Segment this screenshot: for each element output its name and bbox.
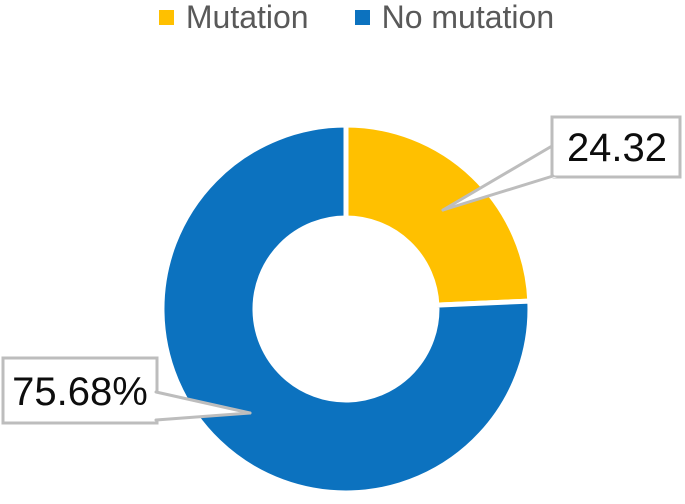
callout-no-mutation: 75.68% — [1, 356, 252, 425]
chart-legend: Mutation No mutation — [14, 0, 685, 36]
callout-box-mutation — [550, 115, 682, 179]
callout-leader-line — [154, 411, 252, 422]
legend-item-mutation: Mutation — [158, 0, 309, 35]
legend-swatch-mutation-icon — [158, 9, 174, 25]
callout-box-no-mutation — [1, 356, 159, 425]
legend-item-no-mutation: No mutation — [354, 0, 555, 35]
callout-leader-line — [154, 390, 252, 415]
legend-label-no-mutation: No mutation — [381, 0, 555, 35]
donut-slices — [159, 122, 533, 496]
legend-label-mutation: Mutation — [185, 0, 309, 35]
data-label-mutation: 24.32 — [567, 126, 667, 170]
callout-leader-line — [441, 144, 554, 212]
callout-leader-line — [441, 174, 555, 212]
donut-slice-no-mutation — [159, 122, 533, 496]
callout-mutation: 24.32 — [441, 115, 682, 212]
legend-swatch-no-mutation-icon — [354, 9, 370, 25]
data-label-no-mutation: 75.68% — [12, 370, 148, 414]
donut-slice-mutation — [343, 122, 533, 308]
